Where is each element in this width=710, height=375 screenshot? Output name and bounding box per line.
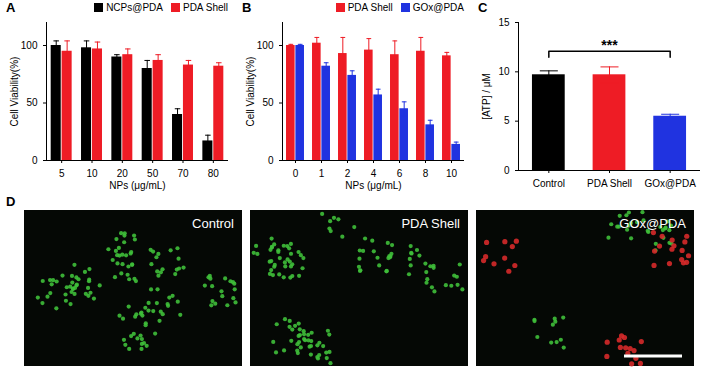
svg-text:100: 100 <box>257 40 274 51</box>
svg-text:GOx@PDA: GOx@PDA <box>645 178 697 189</box>
html-text:GOx@PDA: GOx@PDA <box>412 1 464 13</box>
svg-text:PDA Shell: PDA Shell <box>401 216 460 231</box>
svg-text:15: 15 <box>498 17 510 28</box>
svg-text:0: 0 <box>504 165 510 176</box>
svg-text:6: 6 <box>397 168 403 179</box>
svg-text:10: 10 <box>446 168 458 179</box>
html-text:PDA Shell: PDA Shell <box>347 1 393 13</box>
svg-text:20: 20 <box>117 168 129 179</box>
svg-text:4: 4 <box>371 168 377 179</box>
svg-text:2: 2 <box>345 168 351 179</box>
svg-text:Control: Control <box>192 216 234 231</box>
svg-text:100: 100 <box>21 40 38 51</box>
svg-text:50: 50 <box>26 97 38 108</box>
html-text:A: A <box>6 0 16 15</box>
svg-text:10: 10 <box>86 168 98 179</box>
svg-text:5: 5 <box>59 168 65 179</box>
svg-text:0: 0 <box>293 168 299 179</box>
svg-text:Control: Control <box>533 178 565 189</box>
svg-text:8: 8 <box>423 168 429 179</box>
svg-text:10: 10 <box>498 66 510 77</box>
html-text:NCPs@PDA: NCPs@PDA <box>106 1 163 13</box>
html-text:PDA Shell: PDA Shell <box>183 1 228 13</box>
svg-text:Cell Viability(%): Cell Viability(%) <box>245 57 256 127</box>
svg-text:50: 50 <box>147 168 159 179</box>
svg-text:GOx@PDA: GOx@PDA <box>619 216 686 231</box>
svg-text:NPs (μg/mL): NPs (μg/mL) <box>109 180 165 191</box>
svg-text:Cell Viability(%): Cell Viability(%) <box>9 57 20 127</box>
html-text:B: B <box>242 0 252 15</box>
svg-text:80: 80 <box>208 168 220 179</box>
svg-text:0: 0 <box>32 155 38 166</box>
svg-text:50: 50 <box>262 97 274 108</box>
html-text:C: C <box>478 0 488 15</box>
svg-text:0: 0 <box>268 155 274 166</box>
svg-text:***: *** <box>601 37 618 53</box>
svg-text:[ATP] / μM: [ATP] / μM <box>481 73 492 120</box>
svg-text:NPs (μg/mL): NPs (μg/mL) <box>345 180 401 191</box>
svg-text:5: 5 <box>504 115 510 126</box>
svg-text:70: 70 <box>177 168 189 179</box>
svg-text:PDA Shell: PDA Shell <box>587 178 632 189</box>
svg-text:D: D <box>6 194 15 209</box>
svg-text:1: 1 <box>319 168 325 179</box>
